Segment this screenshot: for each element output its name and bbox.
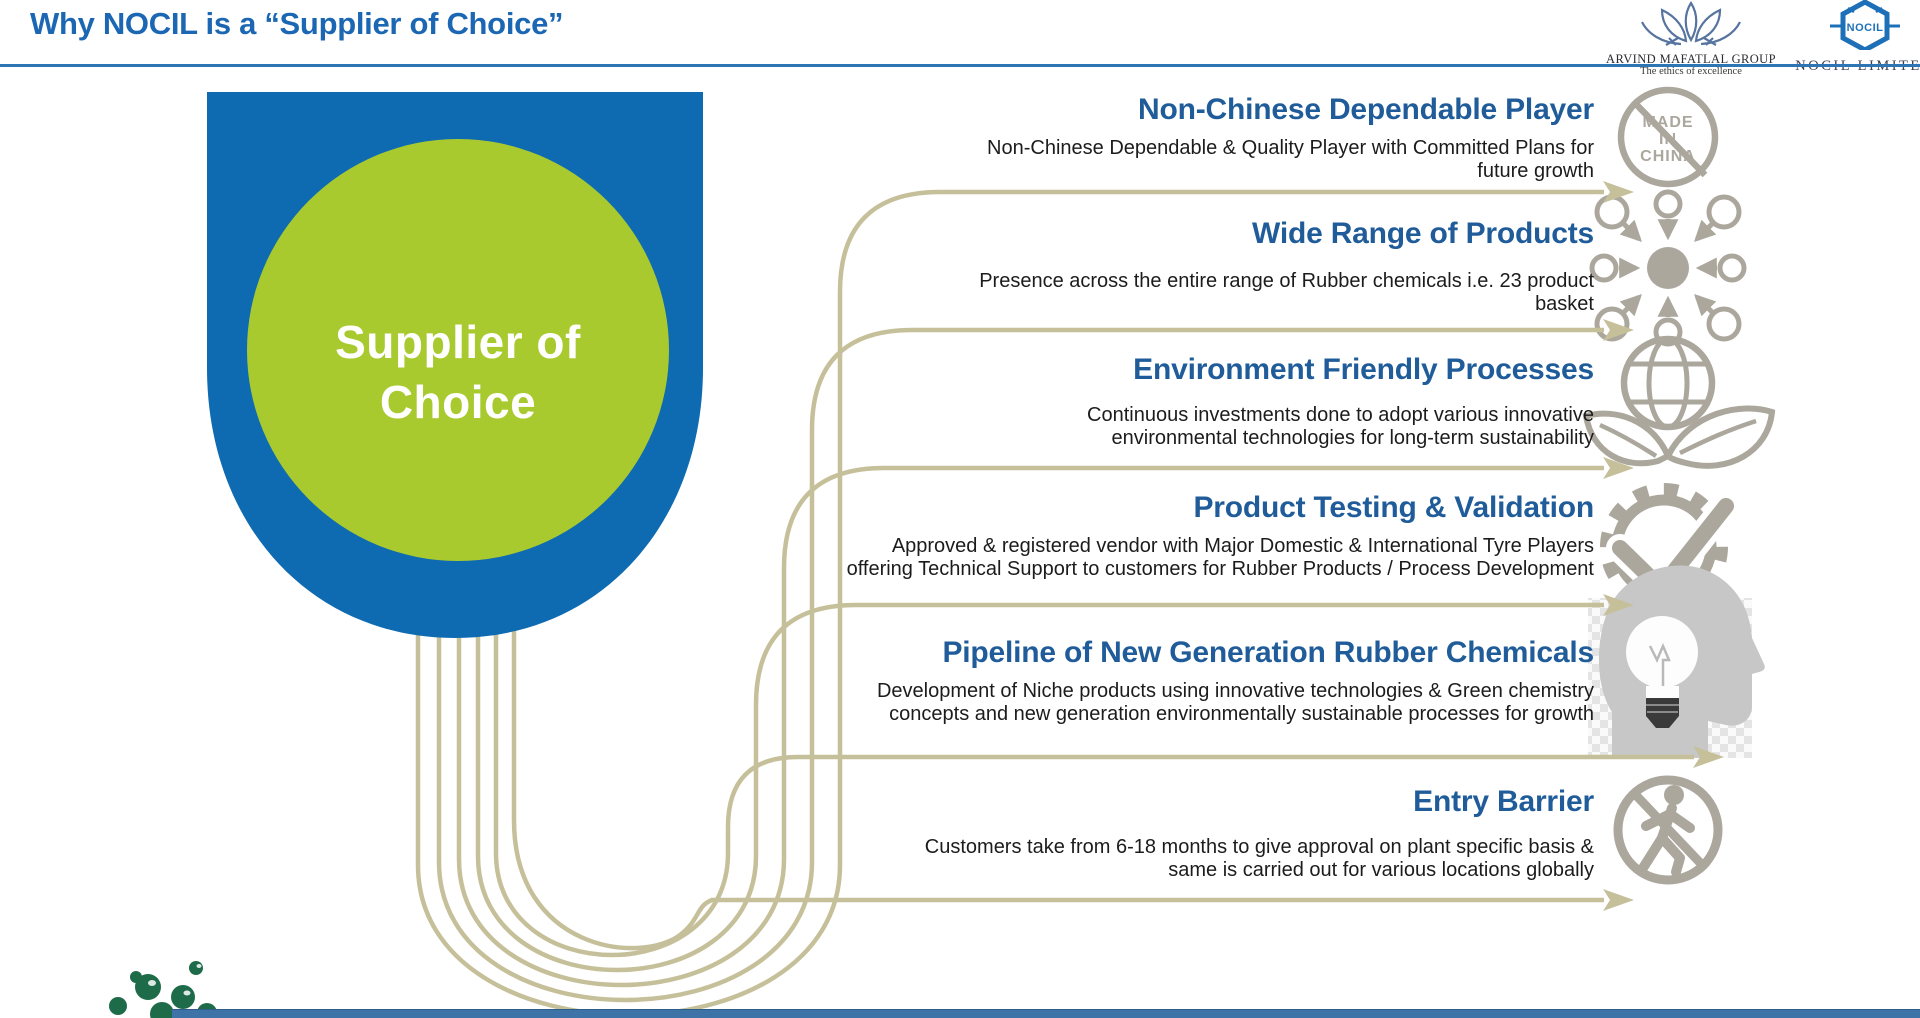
- nocil-limited-logo: NOCIL NOCIL LIMITED: [1790, 0, 1920, 75]
- pipe-to-item-4: [475, 600, 1604, 973]
- item-product-testing-validation: Product Testing & Validation Approved & …: [847, 488, 1595, 580]
- desc-line: basket: [1535, 292, 1594, 315]
- pipe-to-item-1: [415, 189, 1604, 1018]
- pipe-to-item-6: [511, 600, 1604, 951]
- arrowhead-item-3: [1603, 457, 1634, 479]
- nocil-mark-label: NOCIL: [1847, 22, 1884, 34]
- desc-line: offering Technical Support to customers …: [846, 557, 1594, 580]
- item-title: Environment Friendly Processes: [1133, 353, 1594, 386]
- arrowhead-item-6: [1603, 889, 1634, 911]
- arvind-mafatlal-group-logo: ARVIND MAFATLAL GROUP The ethics of exce…: [1596, 0, 1786, 77]
- desc-line: Approved & registered vendor with Major …: [891, 535, 1594, 557]
- page-title: Why NOCIL is a “Supplier of Choice”: [30, 6, 564, 41]
- desc-line: concepts and new generation environmenta…: [889, 702, 1594, 725]
- item-environment-friendly-processes: Environment Friendly Processes Continuou…: [1087, 350, 1594, 449]
- item-description: Development of Niche products using inno…: [877, 680, 1594, 725]
- rubber-molecules-graphic: [109, 961, 217, 1018]
- desc-line: Customers take from 6-18 months to give …: [924, 836, 1594, 858]
- flow-pipes: [415, 181, 1724, 1018]
- green-circle: [247, 139, 669, 561]
- arrowhead-item-1: [1603, 181, 1634, 203]
- pipe-to-item-3: [456, 465, 1604, 988]
- pipe-to-item-2: [436, 327, 1604, 1003]
- no-entry-pedestrian-icon: [1613, 775, 1723, 885]
- head-lightbulb-icon: [1588, 565, 1765, 758]
- globe-leaf-icon: [1582, 335, 1776, 469]
- item-title: Product Testing & Validation: [1193, 491, 1594, 524]
- item-description: Presence across the entire range of Rubb…: [979, 270, 1594, 315]
- item-title: Wide Range of Products: [1251, 217, 1594, 250]
- desc-line: Non-Chinese Dependable & Quality Player …: [987, 137, 1594, 159]
- item-pipeline-new-generation: Pipeline of New Generation Rubber Chemic…: [877, 633, 1594, 725]
- arrowhead-item-2: [1603, 319, 1634, 341]
- supplier-of-choice-shape: [207, 92, 703, 638]
- desc-line: Presence across the entire range of Rubb…: [979, 270, 1594, 292]
- item-description: Non-Chinese Dependable & Quality Player …: [987, 137, 1594, 182]
- desc-line: future growth: [1477, 159, 1594, 182]
- arrowhead-item-5: [1693, 746, 1724, 768]
- lotus-icon: [1641, 0, 1741, 46]
- item-title: Non-Chinese Dependable Player: [1138, 93, 1594, 126]
- item-non-chinese-dependable-player: Non-Chinese Dependable Player Non-Chines…: [987, 90, 1594, 182]
- supply-network-hub-icon: [1589, 189, 1747, 347]
- pipe-to-item-5: [493, 600, 1694, 958]
- item-description: Customers take from 6-18 months to give …: [925, 836, 1594, 881]
- desc-line: same is carried out for various location…: [1168, 858, 1594, 881]
- group-logo-tagline: The ethics of excellence: [1640, 66, 1742, 77]
- supplier-of-choice-line2: Choice: [379, 376, 537, 428]
- made-in-china-prohibited-icon: MADE IN CHINA: [1617, 86, 1719, 188]
- item-description: Continuous investments done to adopt var…: [1087, 404, 1594, 449]
- item-description: Approved & registered vendor with Major …: [847, 535, 1594, 580]
- header-divider: [0, 64, 1920, 67]
- item-wide-range-of-products: Wide Range of Products Presence across t…: [979, 214, 1594, 315]
- group-logo-name: ARVIND MAFATLAL GROUP: [1606, 52, 1776, 66]
- desc-line: environmental technologies for long-term…: [1111, 426, 1594, 449]
- desc-line: Development of Niche products using inno…: [876, 680, 1594, 702]
- bottom-accent-bar: [172, 1009, 1920, 1018]
- supplier-of-choice-line1: Supplier of: [335, 316, 581, 368]
- supplier-of-choice-label: Supplier of Choice: [278, 312, 638, 432]
- item-entry-barrier: Entry Barrier Customers take from 6-18 m…: [925, 782, 1594, 881]
- desc-line: Continuous investments done to adopt var…: [1087, 404, 1594, 426]
- item-title: Pipeline of New Generation Rubber Chemic…: [942, 636, 1594, 669]
- item-title: Entry Barrier: [1413, 785, 1594, 818]
- arrowhead-item-4: [1603, 594, 1634, 616]
